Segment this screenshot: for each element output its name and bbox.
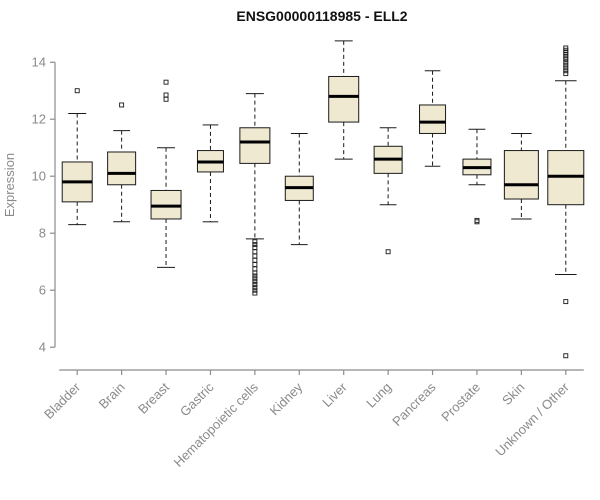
- outlier-point: [252, 242, 258, 248]
- y-axis-label: Expression: [2, 153, 17, 217]
- iqr-box: [419, 104, 447, 134]
- outlier-point: [252, 287, 258, 293]
- boxplot-hematopoietic-cells: [239, 93, 271, 296]
- outlier-point: [252, 273, 258, 279]
- boxplot-unknown-other: [547, 45, 585, 359]
- boxplot-brain: [107, 102, 137, 223]
- y-tick-label: 10: [32, 169, 46, 184]
- outlier-point: [252, 253, 258, 259]
- x-tick-label: Pancreas: [389, 379, 439, 429]
- y-tick-label: 12: [32, 112, 46, 127]
- x-tick-label: Bladder: [41, 379, 84, 422]
- outlier-point: [563, 62, 569, 68]
- outlier-point: [252, 279, 258, 285]
- outlier-point: [252, 262, 258, 268]
- x-tick-label: Breast: [135, 379, 172, 416]
- boxplot-bladder: [61, 88, 93, 226]
- boxplot-kidney: [284, 132, 314, 246]
- outlier-point: [252, 284, 258, 290]
- boxplot-lung: [373, 127, 403, 255]
- boxplot-skin: [503, 132, 539, 220]
- outlier-point: [119, 102, 125, 108]
- outlier-point: [252, 266, 258, 272]
- boxplot-prostate: [462, 128, 492, 225]
- x-tick-label: Kidney: [267, 379, 306, 418]
- outlier-point: [563, 59, 569, 65]
- y-tick-label: 8: [39, 226, 46, 241]
- y-tick-label: 6: [39, 283, 46, 298]
- x-tick-label: Hematopoietic cells: [171, 379, 262, 470]
- iqr-box: [239, 127, 271, 164]
- plot-area: 4 6 8 10 12 14 Bladder Brain Breast GastricHemato…: [32, 40, 585, 470]
- outlier-point: [252, 276, 258, 282]
- outlier-point: [252, 245, 258, 250]
- x-tick-label: Brain: [96, 380, 128, 412]
- outlier-point: [563, 299, 569, 305]
- boxplot-breast: [150, 79, 182, 268]
- x-tick-label: Skin: [499, 380, 527, 408]
- boxplot-pancreas: [419, 70, 447, 167]
- outlier-point: [163, 79, 169, 85]
- outlier-point: [252, 249, 258, 255]
- outlier-point: [563, 65, 569, 71]
- boxplot-liver: [328, 40, 360, 160]
- iqr-box: [328, 75, 360, 123]
- outlier-point: [252, 282, 258, 287]
- outlier-point: [563, 68, 569, 74]
- outlier-point: [252, 239, 258, 245]
- y-tick-label: 4: [39, 340, 46, 355]
- outlier-point: [385, 249, 391, 255]
- boxplot-gastric: [196, 124, 224, 223]
- x-tick-label: Prostate: [438, 380, 483, 425]
- outlier-point: [163, 92, 169, 98]
- outlier-point: [474, 219, 480, 225]
- outlier-point: [563, 71, 569, 77]
- outlier-point: [252, 257, 258, 263]
- outlier-point: [74, 88, 80, 94]
- outlier-point: [563, 56, 569, 62]
- outlier-point: [252, 290, 258, 296]
- x-tick-label: Liver: [319, 379, 350, 410]
- iqr-box: [107, 151, 137, 186]
- x-tick-label: Lung: [363, 380, 394, 411]
- outlier-point: [252, 270, 258, 276]
- outlier-point: [474, 217, 480, 223]
- y-tick-label: 14: [32, 55, 46, 70]
- outlier-point: [563, 353, 569, 359]
- x-tick-label: Gastric: [177, 379, 217, 419]
- outlier-point: [163, 96, 169, 102]
- chart-title: ENSG00000118985 - ELL2: [236, 8, 407, 24]
- iqr-box: [503, 150, 539, 200]
